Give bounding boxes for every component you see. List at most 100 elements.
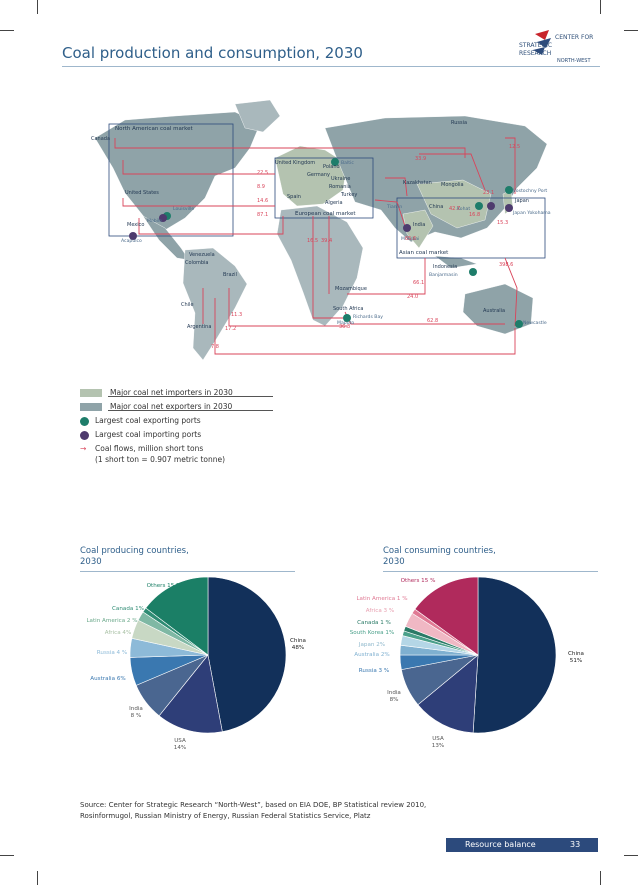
pie-subtitle-text: 2030 [80,557,102,567]
port-label: Acapulco [121,238,142,244]
country-label: Canada [91,136,110,142]
pie-slice-china [472,576,557,734]
pie-label-japan: Japan 2% [358,642,385,648]
country-label: Indonesia [433,264,457,270]
csr-logo: CENTER FOR STRATEGIC RESEARCH NORTH-WEST [515,28,605,68]
footer-bar [446,838,598,852]
pie-label-africa: Africa 3 % [366,608,394,614]
flow-value-label: 12.5 [509,144,520,150]
legend-importers: Major coal net importers in 2030 [80,388,233,397]
flow-value-label: 66.1 [413,280,424,286]
import-port-marker [487,202,495,210]
country-label: Mexico [127,222,144,228]
crop-mark [0,30,14,31]
legend-flows-note: (1 short ton = 0.907 metric tonne) [95,455,226,464]
flow-line [385,177,408,197]
port-label: Richards Bay [353,314,383,320]
country-label: Venezuela [189,252,215,258]
flow-value-label: 398.6 [499,262,513,268]
export-port-marker [515,320,523,328]
flow-value-label: 11.3 [231,312,242,318]
port-label: Banjarmasin [429,272,458,278]
flow-line [419,153,486,191]
export-port-marker [331,158,339,166]
flow-value-label: 62.8 [427,318,438,324]
consuming-pie-title: Coal consuming countries, 2030 [383,546,496,568]
legend-label: Coal flows, million short tons [95,444,204,453]
flow-value-label: 22.5 [257,170,268,176]
import-port-marker [159,214,167,222]
pie-label-others: Others 15 % [401,578,436,584]
country-label: United States [125,190,159,196]
flow-value-label: 23.1 [483,190,494,196]
pie-label-australia: Australia 6% [90,676,125,682]
crop-mark [600,871,601,885]
export-port-marker [469,268,477,276]
port-label: Vostochny Port [513,188,547,194]
legend-importing-ports: Largest coal importing ports [80,430,201,440]
pie-slice-usa [158,654,223,734]
flow-line [312,216,347,319]
map-labels: North American coal market European coal … [91,120,551,350]
country-label: Mozambique [335,286,367,292]
legend-swatch-icon [80,403,102,411]
country-label: United Kingdom [275,160,315,166]
port-label: Tianjin [386,204,402,210]
country-label: Germany [307,172,330,178]
port-label: Mobile [147,218,162,224]
pie-title-rule [383,571,598,572]
country-label: Russia [451,120,467,126]
flow-value-label: 65.6 [405,236,416,242]
export-port-marker [343,314,351,322]
import-port-marker [403,224,411,232]
port-label: Maputo [337,320,354,326]
legend-rule [108,396,273,397]
pie-label-usa: USA 13% [432,736,444,749]
flow-value-label: 16.8 [469,212,480,218]
legend-exporting-ports: Largest coal exporting ports [80,416,201,426]
country-label: Turkey [340,192,357,198]
ports [129,158,523,328]
legend-flows: → Coal flows, million short tons [80,444,203,453]
pie-label-china: China 48% [290,638,306,651]
flow-value-label: 24.0 [407,294,418,300]
pie-title-rule [80,571,295,572]
source-note: Source: Center for Strategic Research “N… [80,800,550,822]
import-port-marker [129,232,137,240]
logo-mark-icon [533,30,551,55]
flow-value-label: 7.8 [211,344,219,350]
north-america-landmass [94,111,261,231]
pie-label-china: China 51% [568,651,584,664]
pie-label-south-korea: South Korea 1% [350,630,395,636]
flow-line [214,298,516,355]
port-label: Baltic [341,160,354,166]
country-label: Ukraine [331,176,350,182]
pie-label-others: Others 15 % [147,583,182,589]
title-rule [62,66,600,67]
flow-line [504,257,518,327]
indonesia-landmass [434,255,478,269]
crop-mark [624,30,638,31]
market-label: North American coal market [115,126,193,132]
flow-line [347,258,426,295]
world-coal-flow-map: North American coal market European coal … [91,99,551,361]
producing-pie-title: Coal producing countries, 2030 [80,546,189,568]
pie-title-text: Coal consuming countries, [383,546,496,556]
legend-label: Largest coal exporting ports [95,416,201,425]
producing-countries-pie: China 48% USA 14% India 8 % Australia 6% Russia… [86,576,306,751]
logo-line: NORTH-WEST [557,58,591,64]
consuming-countries-pie: China 51% USA 13% India 8% Russia 3 % Australia… [350,576,584,749]
source-line: Source: Center for Strategic Research “N… [80,801,427,809]
legend-swatch-icon [80,389,102,397]
flow-value-label: 33.9 [415,156,426,162]
page-number: 33 [570,840,581,849]
china-region [416,179,492,229]
flow-line [374,199,406,227]
legend-rule [108,410,273,411]
port-label: Newcastle [523,320,547,326]
port-label: Japan Yokohama [512,210,551,216]
pie-label-russia: Russia 3 % [359,668,389,674]
flow-arrow-icon: → [80,444,87,453]
port-label: Kohat [457,206,470,212]
export-port-marker [475,202,483,210]
